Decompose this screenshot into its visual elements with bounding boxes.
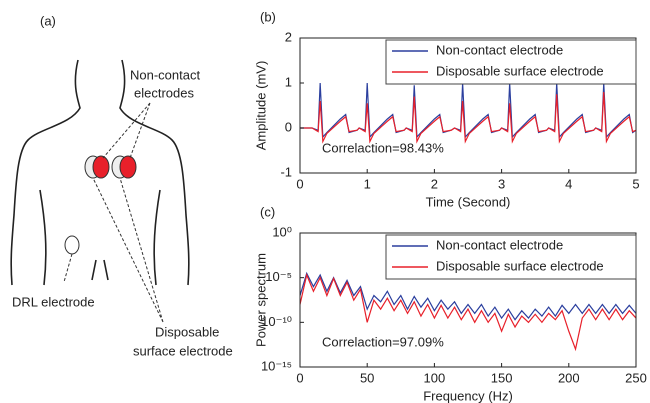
y-tick-label: 2 (285, 29, 292, 44)
non-contact-electrode (92, 155, 110, 179)
panel-a: (a) Non-contact electrodes DRL electrode… (10, 13, 233, 358)
annotation: Correlaction=98.43% (322, 140, 444, 155)
x-tick-label: 0 (296, 176, 303, 191)
x-tick-label: 0 (296, 370, 303, 385)
y-tick-label: 10⁻¹⁰ (261, 314, 292, 329)
plot-frame (299, 232, 637, 368)
y-tick-label: 10⁰ (272, 224, 292, 239)
panel-label: (b) (260, 9, 276, 24)
legend-label: Disposable surface electrode (436, 258, 604, 273)
x-axis-label: Frequency (Hz) (423, 388, 513, 403)
data-line (300, 91, 636, 144)
x-tick-label: 250 (625, 370, 647, 385)
non-contact-electrode (119, 155, 137, 179)
panel-label: (c) (260, 204, 275, 219)
x-tick-label: 150 (491, 370, 513, 385)
leader-lines (63, 102, 164, 323)
y-axis-label: Power spectrum (253, 253, 268, 347)
x-tick-label: 4 (565, 176, 572, 191)
label: DRL electrode (12, 294, 95, 309)
y-tick-label: 0 (285, 119, 292, 134)
legend-box (385, 39, 637, 85)
x-tick-label: 50 (360, 370, 374, 385)
label: electrodes (134, 85, 194, 100)
x-axis-label: Time (Second) (426, 194, 511, 209)
x-tick-label: 100 (424, 370, 446, 385)
drl-electrode (64, 235, 80, 255)
x-tick-label: 5 (632, 176, 639, 191)
x-tick-label: 3 (498, 176, 505, 191)
x-tick-label: 200 (558, 370, 580, 385)
label: Disposable (155, 324, 219, 339)
data-line (300, 271, 636, 321)
legend-label: Non-contact electrode (436, 42, 563, 57)
y-tick-label: 10⁻⁵ (265, 269, 292, 284)
label: Non-contact (130, 67, 200, 82)
y-axis-label: Amplitude (mV) (253, 61, 268, 151)
label: surface electrode (133, 343, 233, 358)
plot-frame (299, 37, 637, 174)
body-outline (10, 59, 190, 286)
data-line (300, 273, 636, 352)
y-tick-label: 1 (285, 74, 292, 89)
y-tick-label: 10⁻¹⁵ (261, 358, 292, 373)
legend-label: Non-contact electrode (436, 237, 563, 252)
x-tick-label: 2 (431, 176, 438, 191)
legend-label: Disposable surface electrode (436, 63, 604, 78)
x-tick-label: 1 (364, 176, 371, 191)
legend-box (385, 234, 637, 280)
annotation: Correlaction=97.09% (322, 334, 444, 349)
panel-label: (a) (40, 13, 56, 28)
y-tick-label: -1 (280, 164, 292, 179)
